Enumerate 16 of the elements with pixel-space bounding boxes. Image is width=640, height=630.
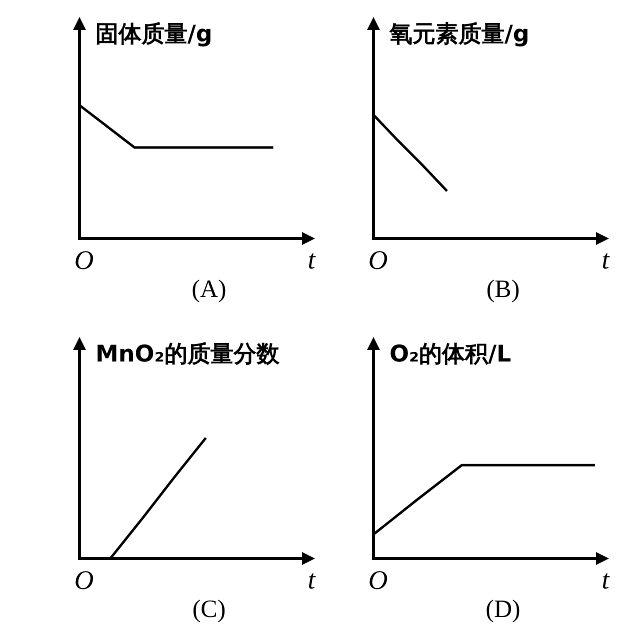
text: O (74, 565, 94, 595)
text: O (368, 565, 388, 595)
x-axis-title: t (308, 564, 317, 594)
y-axis-title: MnO₂的质量分数 (96, 342, 280, 368)
x-axis-title: t (602, 244, 611, 274)
x-axis-title: t (602, 564, 611, 594)
text: (D) (486, 596, 520, 623)
y-axis-title: 氧元素质量/g (388, 22, 530, 48)
text: O (368, 245, 388, 275)
x-axis-title: t (308, 244, 317, 274)
text: (A) (192, 276, 226, 303)
text: (C) (192, 596, 226, 623)
y-axis-title: O₂的体积/L (390, 342, 512, 368)
y-axis-title: 固体质量/g (96, 22, 212, 48)
text: (B) (486, 276, 520, 303)
text: O (74, 245, 94, 275)
